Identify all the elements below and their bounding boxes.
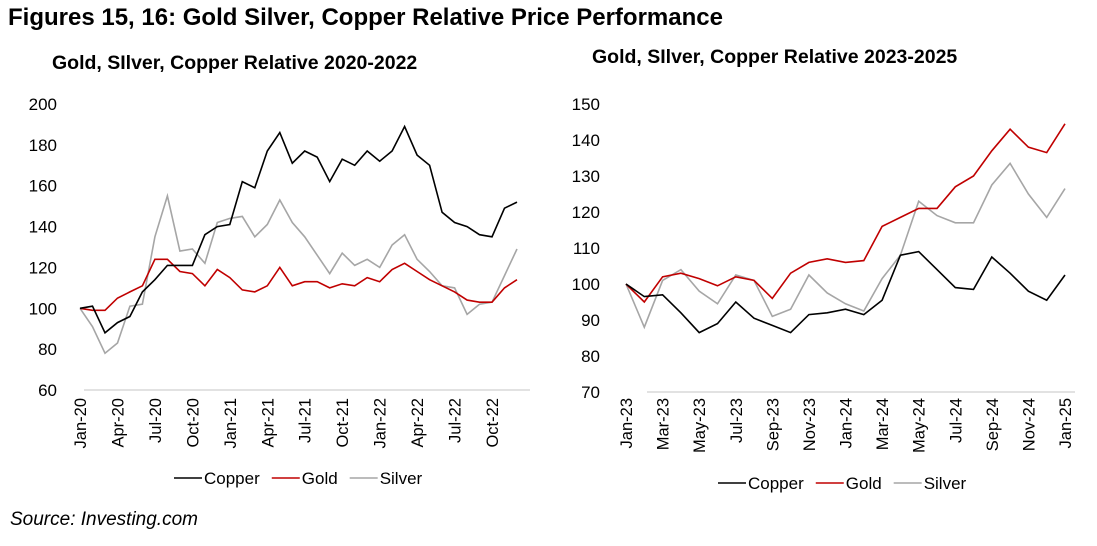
x-tick-label: Jan-24 xyxy=(838,398,856,448)
y-tick-label: 120 xyxy=(29,258,57,277)
x-tick-label: Jan-23 xyxy=(618,398,636,448)
x-tick-label: Oct-22 xyxy=(484,398,502,448)
y-tick-label: 100 xyxy=(29,299,57,318)
source-note: Source: Investing.com xyxy=(10,509,198,530)
y-tick-label: 80 xyxy=(581,347,600,366)
y-tick-label: 120 xyxy=(572,203,600,222)
chart-title-2020-2022: Gold, SIlver, Copper Relative 2020-2022 xyxy=(52,52,418,74)
y-tick-label: 130 xyxy=(572,167,600,186)
x-tick-label: Nov-24 xyxy=(1020,398,1038,451)
y-tick-label: 70 xyxy=(581,383,600,402)
x-tick-label: May-24 xyxy=(911,398,929,453)
figure-title: Figures 15, 16: Gold Silver, Copper Rela… xyxy=(8,4,723,31)
y-tick-label: 180 xyxy=(29,136,57,155)
y-tick-label: 140 xyxy=(29,218,57,237)
legend-label-gold: Gold xyxy=(302,469,338,488)
x-tick-label: Jan-21 xyxy=(222,398,240,448)
x-tick-label: Mar-23 xyxy=(655,398,673,450)
x-tick-label: Jul-21 xyxy=(297,398,315,443)
legend-label-silver: Silver xyxy=(924,474,967,493)
series-line-gold xyxy=(79,258,518,312)
x-tick-label: Jan-22 xyxy=(372,398,390,448)
legend-label-gold: Gold xyxy=(846,474,882,493)
x-tick-label: Nov-23 xyxy=(801,398,819,451)
y-tick-label: 160 xyxy=(29,177,57,196)
x-tick-label: Sep-24 xyxy=(984,398,1002,451)
x-tick-label: Apr-21 xyxy=(259,398,277,448)
x-tick-label: Oct-20 xyxy=(184,398,202,448)
legend-label-copper: Copper xyxy=(748,474,804,493)
chart-title-2023-2025: Gold, SIlver, Copper Relative 2023-2025 xyxy=(592,46,958,68)
y-tick-label: 80 xyxy=(38,340,57,359)
legend-label-copper: Copper xyxy=(204,469,260,488)
x-tick-label: Apr-22 xyxy=(409,398,427,448)
y-tick-label: 100 xyxy=(572,275,600,294)
series-line-copper xyxy=(79,124,518,335)
series-line-gold xyxy=(625,123,1066,304)
series-line-silver xyxy=(625,162,1066,330)
x-tick-label: Jan-20 xyxy=(72,398,90,448)
x-tick-label: Mar-24 xyxy=(874,398,892,450)
x-tick-label: Jan-25 xyxy=(1057,398,1075,448)
x-tick-label: Jul-24 xyxy=(947,398,965,443)
x-tick-label: Apr-20 xyxy=(109,398,127,448)
y-tick-label: 200 xyxy=(29,95,57,114)
series-line-copper xyxy=(625,250,1066,334)
y-tick-label: 140 xyxy=(572,131,600,150)
x-tick-label: Sep-23 xyxy=(764,398,782,451)
x-tick-label: Jul-23 xyxy=(728,398,746,443)
x-tick-label: May-23 xyxy=(691,398,709,453)
y-tick-label: 150 xyxy=(572,95,600,114)
y-tick-label: 90 xyxy=(581,311,600,330)
legend-label-silver: Silver xyxy=(380,469,423,488)
x-tick-label: Jul-20 xyxy=(147,398,165,443)
x-tick-label: Oct-21 xyxy=(334,398,352,448)
y-tick-label: 110 xyxy=(573,239,600,258)
x-tick-label: Jul-22 xyxy=(447,398,465,443)
y-tick-label: 60 xyxy=(38,381,57,400)
